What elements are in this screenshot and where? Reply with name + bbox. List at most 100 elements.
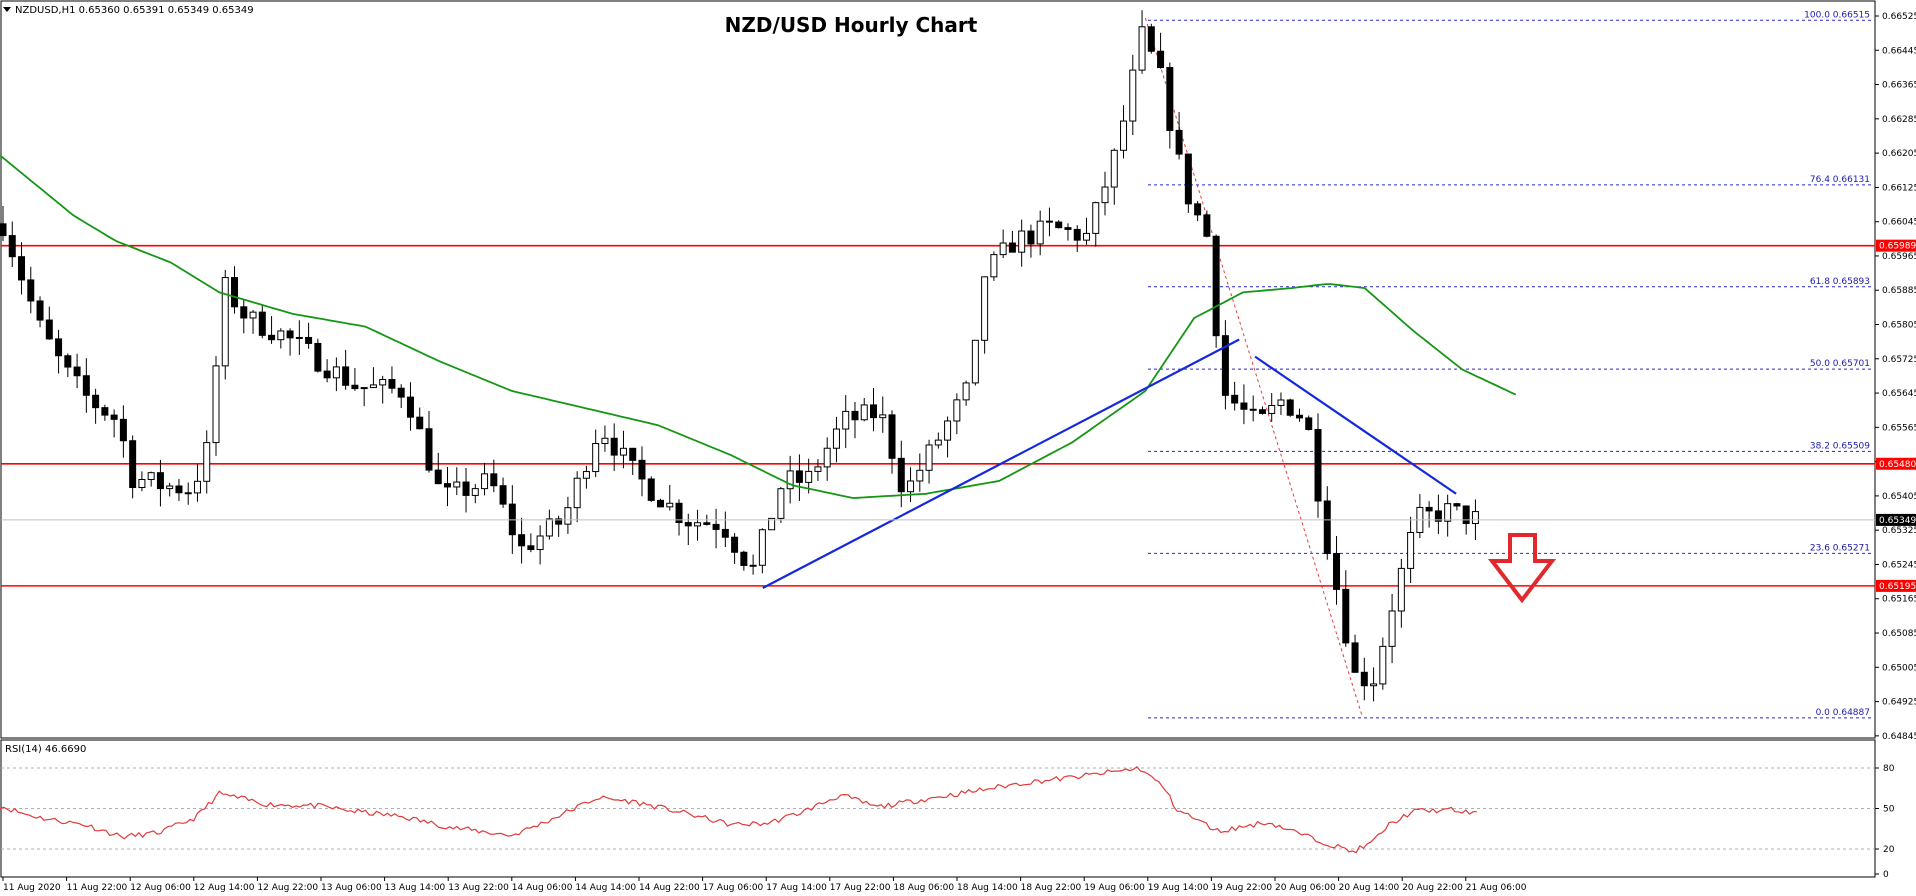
candle-body xyxy=(175,485,183,494)
candle-body xyxy=(573,477,581,509)
candle-body xyxy=(0,223,7,237)
candle-body xyxy=(860,404,868,421)
candle-body xyxy=(397,387,405,398)
candle-body xyxy=(444,483,452,488)
candle-body xyxy=(1434,510,1442,522)
candle-body xyxy=(406,396,414,418)
time-tick-label: 21 Aug 06:00 xyxy=(1466,883,1527,893)
candle-body xyxy=(462,481,470,496)
candle-body xyxy=(1379,645,1387,685)
price-tags: 0.65989 0.65480 0.65195 0.65349 xyxy=(1876,239,1916,592)
candle-body xyxy=(1240,402,1248,410)
candle-body xyxy=(1221,335,1229,396)
candle-body xyxy=(1212,235,1220,337)
candle-body xyxy=(18,256,26,281)
candle-body xyxy=(703,522,711,525)
fib-level-label: 50.0 0.65701 xyxy=(1810,359,1870,369)
level-price-tag-label: 0.65480 xyxy=(1879,460,1916,470)
candle-body xyxy=(1286,399,1294,416)
candle-body xyxy=(55,338,63,357)
candle-body xyxy=(1453,503,1461,507)
candle-body xyxy=(740,551,748,566)
candle-body xyxy=(1157,50,1165,69)
candle-body xyxy=(971,339,979,384)
candle-body xyxy=(1138,26,1146,71)
candle-body xyxy=(1231,394,1239,404)
price-tick-label: 0.66125 xyxy=(1882,183,1916,193)
time-tick-label: 18 Aug 22:00 xyxy=(1021,883,1082,893)
candle-body xyxy=(1036,220,1044,245)
candle-body xyxy=(684,522,692,527)
candle-body xyxy=(314,342,322,372)
candle-body xyxy=(249,311,257,319)
rsi-tick-label: 20 xyxy=(1883,845,1895,855)
candle-body xyxy=(1018,230,1026,253)
level-price-tag-label: 0.65195 xyxy=(1879,582,1916,592)
candle-body xyxy=(1295,414,1303,419)
candle-body xyxy=(351,384,359,390)
time-tick-label: 19 Aug 22:00 xyxy=(1211,883,1272,893)
fib-level-label: 23.6 0.65271 xyxy=(1810,543,1870,553)
candle-body xyxy=(203,442,211,482)
candle-body xyxy=(1166,67,1174,131)
candle-body xyxy=(638,459,646,480)
level-price-tag-label: 0.65989 xyxy=(1879,242,1916,252)
time-tick-label: 19 Aug 14:00 xyxy=(1148,883,1209,893)
candle-body xyxy=(1064,227,1072,230)
time-tick-label: 20 Aug 22:00 xyxy=(1402,883,1463,893)
candle-body xyxy=(805,470,813,483)
price-tick-label: 0.65565 xyxy=(1882,423,1916,433)
trend-line xyxy=(1254,355,1457,495)
candle-body xyxy=(1055,221,1063,229)
time-tick-label: 17 Aug 14:00 xyxy=(766,883,827,893)
candle-body xyxy=(305,336,313,344)
chart-menu-icon[interactable] xyxy=(3,7,11,12)
candle-body xyxy=(768,517,776,531)
candle-body xyxy=(1425,506,1433,512)
level-price-tag xyxy=(1876,239,1916,252)
rsi-line xyxy=(0,765,1477,854)
candle-body xyxy=(1351,642,1359,673)
price-tick-label: 0.65805 xyxy=(1882,321,1916,331)
candle-body xyxy=(888,414,896,459)
horizontal-levels xyxy=(1,244,1875,587)
rsi-tick-label: 80 xyxy=(1883,764,1895,774)
candle-body xyxy=(675,502,683,524)
candle-body xyxy=(1407,532,1415,569)
fib-level-label: 0.0 0.64887 xyxy=(1816,708,1870,718)
candle-body xyxy=(990,254,998,278)
candle-body xyxy=(527,545,535,551)
candle-body xyxy=(27,279,35,302)
time-tick-label: 11 Aug 2020 xyxy=(3,883,61,893)
candle-body xyxy=(897,457,905,493)
price-tick-label: 0.65645 xyxy=(1882,389,1916,399)
candle-body xyxy=(916,469,924,482)
candle-body xyxy=(1249,408,1257,411)
candle-body xyxy=(295,336,303,339)
candle-body xyxy=(666,502,674,508)
price-tick-label: 0.66205 xyxy=(1882,149,1916,159)
candle-body xyxy=(481,473,489,490)
trend-line xyxy=(762,338,1240,590)
candle-body xyxy=(879,414,887,419)
candle-body xyxy=(749,564,757,567)
rsi-indicator: 80 50 20 0 xyxy=(0,764,1895,880)
candle-body xyxy=(536,535,544,551)
candle-body xyxy=(379,379,387,386)
candle-body xyxy=(814,466,822,472)
time-tick-label: 13 Aug 14:00 xyxy=(385,883,446,893)
candle-body xyxy=(82,375,90,396)
time-tick-label: 14 Aug 06:00 xyxy=(512,883,573,893)
candle-body xyxy=(268,334,276,341)
candle-body xyxy=(1305,417,1313,431)
price-tick-label: 0.65325 xyxy=(1882,526,1916,536)
candle-body xyxy=(342,366,350,386)
time-tick-label: 17 Aug 06:00 xyxy=(703,883,764,893)
candle-body xyxy=(193,480,201,494)
candle-body xyxy=(323,370,331,379)
candle-body xyxy=(1175,129,1183,155)
time-tick-label: 18 Aug 14:00 xyxy=(957,883,1018,893)
candle-body xyxy=(694,522,702,527)
candle-body xyxy=(1194,203,1202,216)
candle-body xyxy=(434,469,442,485)
